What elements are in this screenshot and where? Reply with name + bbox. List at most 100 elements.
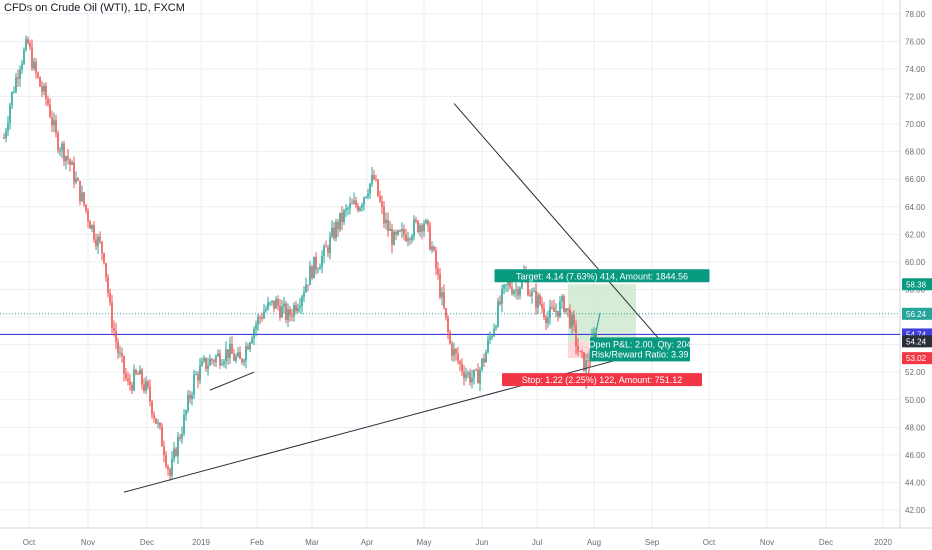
price-tag-bg xyxy=(902,335,932,348)
candle-body xyxy=(421,225,423,232)
candle-body xyxy=(121,352,123,356)
candle-body xyxy=(499,301,501,304)
candle-body xyxy=(179,436,181,439)
candle-body xyxy=(365,196,367,198)
candle-body xyxy=(245,346,247,361)
candle-body xyxy=(243,360,245,363)
candle-body xyxy=(103,253,105,264)
x-tick-label: 2020 xyxy=(874,538,892,547)
candle-body xyxy=(501,288,503,304)
candle-body xyxy=(11,92,13,106)
candle-body xyxy=(131,384,133,391)
price-tag-bg xyxy=(902,278,932,291)
candle-body xyxy=(273,300,275,309)
candle-body xyxy=(519,287,521,296)
y-tick-label: 70.00 xyxy=(905,120,926,129)
candle-body xyxy=(287,309,289,321)
candle-body xyxy=(345,208,347,211)
candle-body xyxy=(585,360,587,371)
candle-body xyxy=(455,348,457,354)
x-tick-label: Dec xyxy=(819,538,833,547)
candle-body xyxy=(587,360,589,362)
candle-body xyxy=(569,309,571,328)
candle-body xyxy=(411,236,413,240)
candle-body xyxy=(181,433,183,439)
candle-body xyxy=(281,306,283,318)
candle-body xyxy=(515,289,517,291)
candle-body xyxy=(83,192,85,205)
candle-body xyxy=(277,298,279,306)
candle-body xyxy=(413,219,415,237)
candle-body xyxy=(149,386,151,402)
candle-body xyxy=(201,361,203,366)
price-tag-stop: 53.02 xyxy=(906,354,927,363)
candle-body xyxy=(435,250,437,269)
candle-body xyxy=(135,369,137,374)
candle-body xyxy=(423,223,425,232)
candle-body xyxy=(261,317,263,319)
candle-body xyxy=(255,324,257,330)
candle-body xyxy=(111,302,113,328)
candle-body xyxy=(251,338,253,344)
candle-body xyxy=(341,212,343,223)
candle-body xyxy=(119,352,121,354)
candle-body xyxy=(467,372,469,375)
candle-body xyxy=(357,205,359,211)
candle-body xyxy=(425,220,427,224)
candle-body xyxy=(215,356,217,363)
candle-body xyxy=(359,207,361,211)
price-tag-target: 58.38 xyxy=(906,280,927,289)
y-tick-label: 42.00 xyxy=(905,506,926,515)
candle-body xyxy=(141,369,143,385)
candle-body xyxy=(407,238,409,241)
candle-body xyxy=(347,208,349,210)
candle-body xyxy=(351,203,353,205)
candle-body xyxy=(459,361,461,365)
candle-body xyxy=(491,335,493,337)
candle-body xyxy=(509,279,511,288)
candle-body xyxy=(387,219,389,231)
candle-body xyxy=(571,314,573,328)
candle-body xyxy=(405,234,407,241)
candle-body xyxy=(19,69,21,79)
candle-body xyxy=(333,227,335,239)
candle-body xyxy=(433,246,435,251)
candle-body xyxy=(129,381,131,385)
candle-body xyxy=(505,284,507,286)
candle-body xyxy=(483,358,485,363)
candle-body xyxy=(531,291,533,296)
candle-body xyxy=(583,352,585,371)
candle-body xyxy=(461,364,463,372)
candle-body xyxy=(395,231,397,235)
candle-body xyxy=(79,180,81,202)
candle-body xyxy=(419,225,421,232)
candle-body xyxy=(427,220,429,226)
candle-body xyxy=(437,268,439,275)
y-tick-label: 74.00 xyxy=(905,65,926,74)
candle-body xyxy=(471,377,473,383)
x-tick-label: Dec xyxy=(140,538,154,547)
candle-body xyxy=(271,300,273,303)
candle-body xyxy=(235,356,237,361)
candle-body xyxy=(161,426,163,447)
y-tick-label: 76.00 xyxy=(905,37,926,46)
price-tag-hline: 54.74 xyxy=(906,330,927,339)
candle-body xyxy=(309,266,311,286)
x-tick-label: Aug xyxy=(587,538,601,547)
candle-body xyxy=(445,308,447,318)
candle-body xyxy=(541,304,543,309)
candle-body xyxy=(167,466,169,470)
y-tick-label: 72.00 xyxy=(905,93,926,102)
candle-body xyxy=(45,85,47,99)
y-tick-label: 68.00 xyxy=(905,148,926,157)
candle-body xyxy=(595,333,597,338)
candle-body xyxy=(257,317,259,325)
candle-body xyxy=(213,360,215,363)
candle-body xyxy=(335,221,337,239)
candle-body xyxy=(303,292,305,297)
candle-body xyxy=(183,414,185,434)
candle-body xyxy=(169,469,171,476)
candle-body xyxy=(373,174,375,180)
